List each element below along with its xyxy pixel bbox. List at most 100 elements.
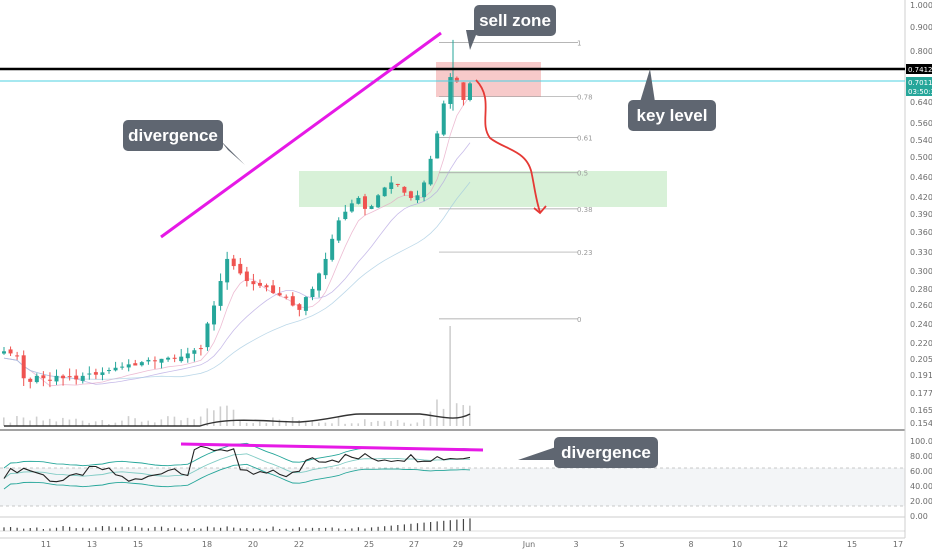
oscillator-bar	[305, 528, 307, 531]
volume-bar	[462, 405, 465, 426]
candle-body	[435, 133, 440, 159]
candle-body	[100, 372, 105, 375]
candle-body	[74, 375, 79, 380]
buy-zone[interactable]	[299, 171, 667, 207]
volume-bar	[350, 423, 353, 426]
volume-bar	[68, 419, 71, 426]
volume-bar	[245, 422, 248, 426]
oscillator-bar	[252, 528, 255, 531]
candle-body	[54, 375, 59, 382]
volume-bar	[167, 416, 169, 426]
oscillator-bar	[311, 527, 314, 531]
time-axis[interactable]: 11 13 15 18 20 22 25 27 29 Jun 3 5 8 10 12 15 17	[41, 540, 903, 549]
time-tick-label: 25	[364, 540, 374, 549]
rsi-line	[3, 445, 471, 483]
candle-body	[67, 376, 72, 378]
candle-body	[41, 375, 46, 379]
candle-body	[8, 349, 13, 354]
countdown-text: 03:50:37	[908, 88, 932, 96]
volume-bar	[121, 420, 123, 426]
volume-bar	[469, 405, 471, 426]
volume-bar	[180, 420, 182, 426]
candle-body	[93, 372, 98, 375]
candles	[2, 39, 472, 389]
price-divergence-line[interactable]	[160, 31, 442, 239]
volume-bar	[423, 419, 425, 426]
candle-body	[428, 158, 433, 185]
candle-body	[264, 285, 269, 288]
candle-body	[257, 282, 262, 286]
time-tick-label: 5	[619, 540, 624, 549]
rsi-axis[interactable]: 100.00 80.00 60.00 40.00 20.00 0.00	[910, 437, 932, 521]
volume-bar	[436, 399, 438, 426]
oscillator-bar	[272, 526, 274, 531]
oscillator-bar	[423, 522, 425, 531]
time-tick-label: 15	[133, 540, 143, 549]
fib-level-label: 0.23	[577, 249, 593, 257]
oscillator-bar	[265, 528, 268, 531]
rsi-moving-average	[3, 453, 471, 479]
oscillator-bar	[180, 528, 182, 531]
candle-body	[192, 350, 197, 354]
sell-zone-callout: sell zone	[466, 5, 556, 50]
oscillator-bar	[239, 528, 241, 531]
candle-body	[251, 281, 256, 285]
candle-body	[422, 182, 427, 198]
oscillator-bar	[403, 524, 405, 531]
volume-bar	[75, 418, 77, 426]
candle-body	[323, 258, 328, 276]
volume-bar	[239, 419, 241, 426]
price-tick-label: 0.1540	[910, 419, 932, 428]
oscillator-bar	[344, 528, 346, 531]
volume-bar	[206, 408, 209, 426]
volume-bar	[3, 417, 5, 426]
key-level-label: key level	[637, 106, 708, 125]
rsi-band	[0, 468, 905, 506]
candle-body	[172, 357, 177, 359]
price-divergence-callout: divergence	[123, 120, 245, 165]
volume-bar	[127, 416, 130, 426]
candle-body	[159, 358, 164, 363]
volume-bar	[416, 422, 419, 426]
volume-bar	[29, 420, 31, 426]
volume-bar	[153, 422, 156, 426]
oscillator-bar	[384, 526, 386, 531]
oscillator-bar	[364, 528, 366, 531]
oscillator-bar	[101, 526, 104, 531]
volume-bar	[55, 421, 58, 426]
volume-bar	[160, 419, 163, 426]
oscillator-bar	[121, 526, 123, 531]
rsi-bollinger-lower	[3, 463, 471, 490]
oscillator-bar	[430, 522, 432, 531]
oscillator-bar	[154, 526, 156, 531]
volume-bar	[42, 420, 44, 426]
candle-body	[80, 375, 85, 381]
volume-bar	[318, 422, 320, 426]
candle-body	[362, 196, 367, 209]
candle-body	[113, 367, 118, 371]
candle-body	[336, 220, 341, 241]
oscillator-bar	[357, 527, 360, 531]
candle-body	[343, 211, 348, 220]
fib-level-label: 0.5	[577, 170, 588, 178]
rsi-divergence-label: divergence	[561, 443, 651, 462]
rsi-divergence-line[interactable]	[180, 442, 484, 452]
volume-bar	[331, 423, 333, 426]
oscillator-bar	[259, 528, 261, 531]
price-divergence-label: divergence	[128, 126, 218, 145]
time-tick-label: 3	[573, 540, 578, 549]
volume-bar	[114, 422, 117, 426]
oscillator-bar	[42, 528, 44, 531]
time-tick-label: 18	[202, 540, 212, 549]
candle-body	[238, 263, 243, 274]
time-tick-label: 15	[847, 540, 857, 549]
volume-bar	[173, 416, 176, 426]
